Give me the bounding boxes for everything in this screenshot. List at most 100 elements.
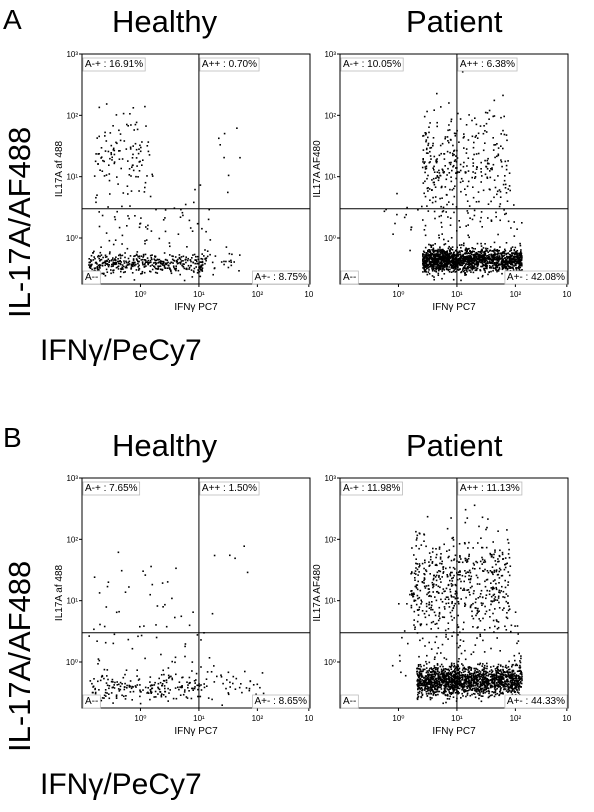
data-point — [459, 680, 462, 682]
data-point — [441, 252, 443, 255]
data-point — [429, 667, 431, 670]
data-point — [190, 697, 193, 700]
data-point — [137, 266, 140, 268]
data-point — [106, 263, 108, 265]
data-point — [487, 687, 490, 690]
data-point — [432, 266, 435, 269]
data-point — [116, 266, 119, 268]
data-point — [510, 676, 513, 679]
data-point — [161, 268, 164, 271]
data-point — [157, 268, 159, 270]
data-point — [515, 260, 518, 263]
data-point — [444, 689, 446, 692]
data-point — [449, 688, 452, 690]
data-point — [187, 257, 189, 260]
data-point — [457, 268, 459, 271]
data-point — [450, 685, 452, 687]
data-point — [507, 668, 510, 671]
data-point — [453, 605, 455, 607]
data-point — [459, 264, 462, 266]
data-point — [114, 218, 117, 221]
data-point — [98, 153, 100, 155]
data-point — [113, 684, 115, 686]
data-point — [451, 680, 454, 683]
data-point — [439, 258, 442, 261]
data-point — [443, 678, 446, 680]
data-point — [514, 257, 516, 259]
data-point — [474, 253, 477, 256]
data-point — [448, 691, 450, 693]
panel-b-healthy-title: Healthy — [112, 428, 218, 463]
data-point — [111, 159, 113, 161]
data-point — [502, 129, 504, 132]
data-point — [513, 254, 516, 256]
data-point — [435, 260, 438, 263]
data-point — [480, 695, 483, 697]
data-point — [481, 248, 483, 251]
data-point — [473, 261, 475, 264]
data-point — [473, 214, 476, 217]
data-point — [448, 688, 450, 691]
data-point — [441, 691, 443, 694]
data-point — [418, 684, 420, 687]
data-point — [480, 250, 482, 252]
data-point — [103, 697, 105, 699]
data-point — [440, 264, 443, 267]
data-point — [138, 255, 141, 257]
data-point — [422, 670, 424, 673]
data-point — [481, 265, 483, 268]
data-point — [436, 160, 438, 163]
data-point — [420, 692, 423, 694]
data-point — [484, 260, 487, 263]
data-point — [425, 165, 428, 168]
data-point — [474, 177, 476, 179]
data-point — [149, 689, 152, 691]
data-point — [468, 252, 470, 254]
data-point — [482, 675, 485, 677]
data-point — [484, 267, 487, 269]
data-point — [464, 689, 467, 691]
data-point — [519, 673, 522, 675]
data-point — [231, 253, 233, 256]
data-point — [434, 217, 436, 220]
data-point — [186, 246, 188, 248]
x-tick-label: 10 — [562, 714, 571, 723]
data-point — [448, 249, 451, 251]
data-point — [520, 258, 523, 261]
data-point — [446, 136, 449, 138]
data-point — [447, 240, 450, 242]
data-point — [448, 124, 450, 126]
data-point — [453, 211, 455, 214]
data-point — [454, 185, 456, 187]
data-point — [443, 253, 446, 255]
data-point — [113, 259, 115, 261]
data-point — [505, 168, 508, 171]
data-point — [493, 262, 495, 264]
data-point — [200, 261, 202, 263]
data-point — [89, 265, 91, 268]
data-point — [150, 257, 153, 259]
data-point — [439, 248, 441, 250]
data-point — [126, 264, 129, 266]
data-point — [446, 259, 448, 262]
data-point — [464, 188, 466, 190]
data-point — [475, 690, 477, 693]
data-point — [449, 573, 451, 575]
data-point — [494, 252, 496, 255]
data-point — [410, 228, 412, 231]
data-point — [457, 264, 459, 267]
data-point — [443, 543, 445, 546]
data-point — [145, 265, 147, 267]
data-point — [434, 614, 437, 617]
quadrant-label-lower-left-box — [82, 694, 101, 709]
data-point — [491, 682, 493, 684]
data-point — [183, 691, 186, 693]
data-point — [151, 173, 153, 176]
data-point — [491, 680, 494, 683]
data-point — [115, 697, 118, 699]
data-point — [417, 614, 420, 616]
data-point — [478, 253, 480, 256]
data-point — [461, 261, 463, 264]
data-point — [425, 585, 428, 587]
data-point — [430, 608, 432, 611]
